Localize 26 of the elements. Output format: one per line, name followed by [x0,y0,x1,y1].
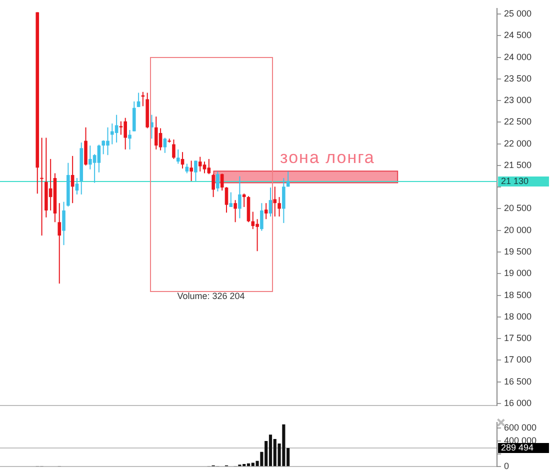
y-tick-label: 18 000 [504,311,532,322]
y-tick-label: 17 500 [504,333,532,344]
y-tick-label: 17 000 [504,354,532,365]
y-tick-label: 21 500 [504,160,532,170]
ref-line-label: 289 494 [501,442,534,453]
y-tick-label: 18 500 [504,290,532,300]
bar [246,463,250,466]
y-tick-label: 20 000 [504,224,532,235]
y-tick-label: 16 500 [504,376,532,386]
annotation: Volume: 326 204 [176,291,246,301]
y-tick-label: 0 [504,461,510,472]
y-tick-label: 23 500 [504,73,532,84]
bar [268,434,272,466]
band-label: зона лонга [280,148,375,168]
y-tick-label: 600 000 [504,422,537,433]
y-tick-label: 22 000 [504,138,532,148]
y-tick-label: 22 500 [504,116,532,127]
y-tick-label: 23 000 [504,95,532,106]
y-tick-label: 16 000 [504,398,532,408]
y-tick-label: 24 000 [504,52,532,62]
y-tick-label: 20 500 [504,203,532,214]
ref-line-label: 21 130 [501,176,529,186]
y-tick-label: 19 500 [504,246,532,256]
y-tick-label: 25 000 [504,8,532,19]
y-tick-label: 24 500 [504,30,532,40]
y-tick-label: 19 000 [504,268,532,278]
